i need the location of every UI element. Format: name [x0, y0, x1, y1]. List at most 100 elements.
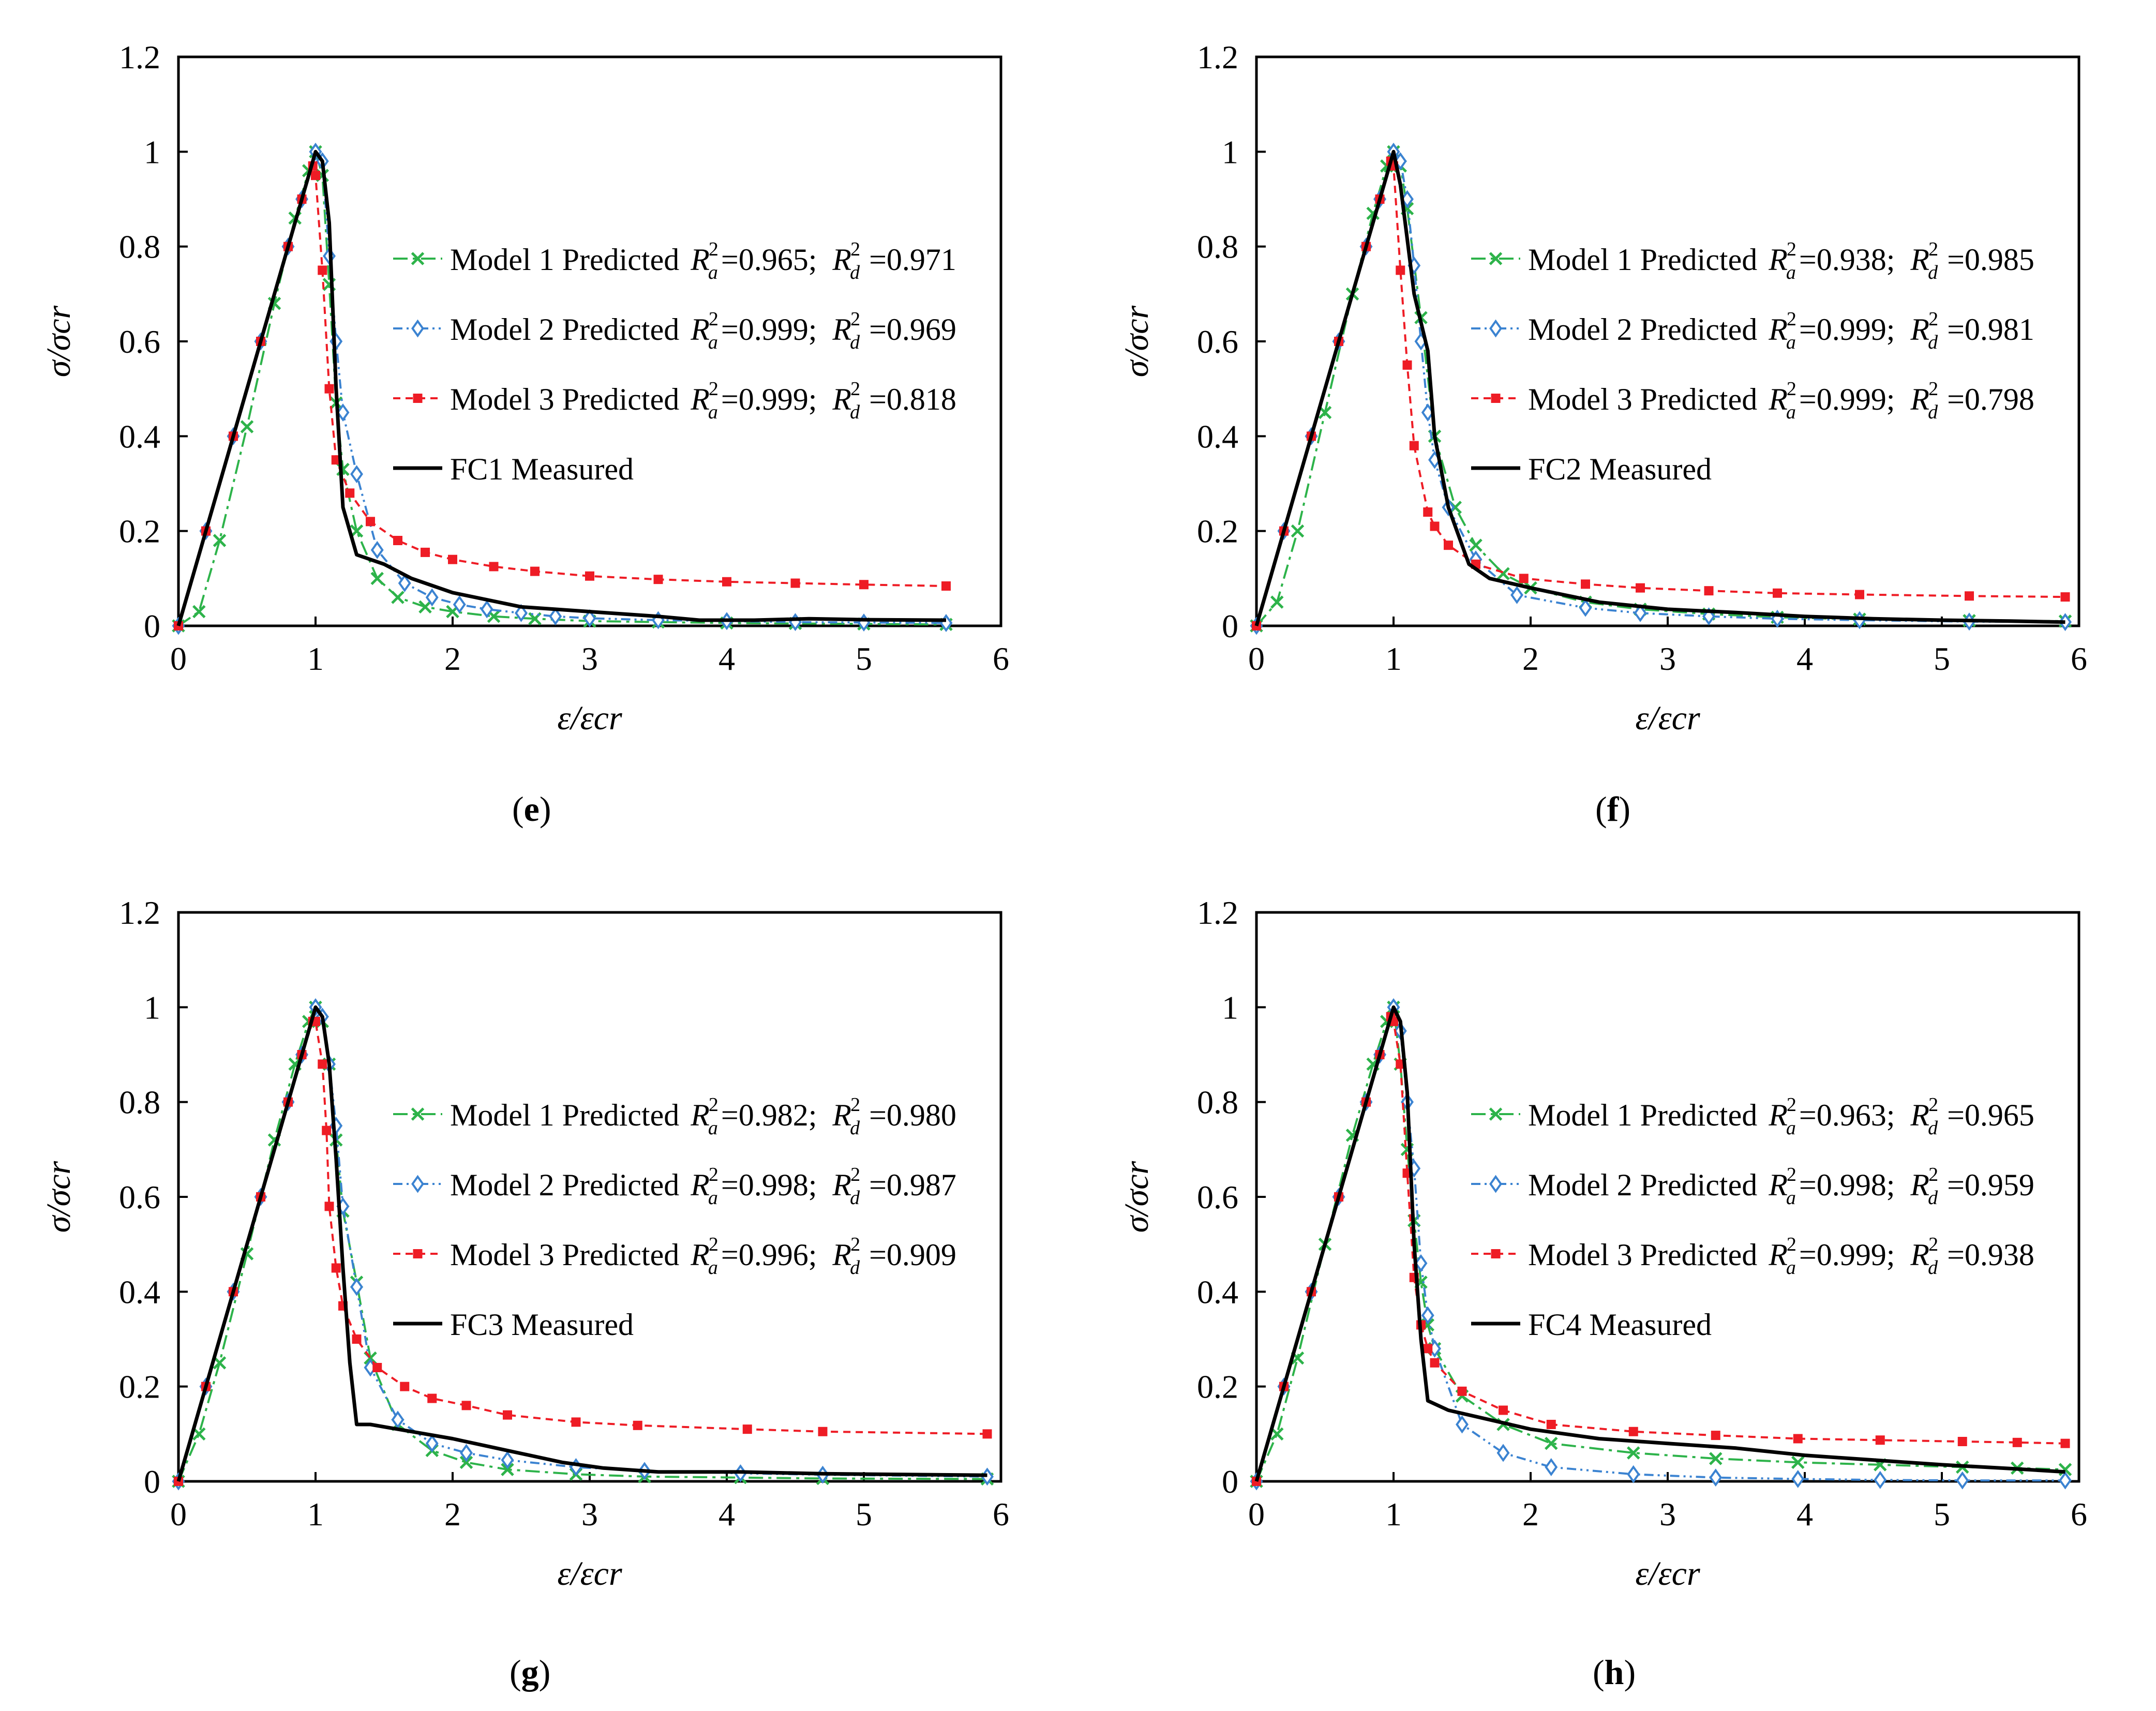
data-point	[398, 574, 411, 592]
y-tick-label: 0.4	[119, 1273, 160, 1310]
data-point	[1510, 586, 1523, 604]
x-tick-label: 5	[856, 640, 872, 677]
marker-stroke	[213, 1356, 227, 1370]
data-point	[318, 1059, 327, 1069]
x-tick-label: 5	[1934, 640, 1950, 677]
x-tick-label: 6	[993, 1496, 1009, 1533]
x-tick-label: 2	[444, 640, 461, 677]
data-point	[1414, 1254, 1428, 1272]
r2-a-value: 0.998	[739, 1168, 808, 1202]
x-tick-label: 6	[2071, 640, 2087, 677]
separator: ;	[1887, 243, 1895, 277]
subscript: a	[708, 1117, 718, 1139]
data-point	[2060, 1438, 2070, 1448]
subscript: d	[1928, 1187, 1938, 1209]
separator: ;	[808, 1098, 817, 1132]
legend-marker	[411, 319, 424, 338]
r2-d-symbol: R	[1910, 312, 1929, 347]
data-point	[982, 1429, 992, 1439]
series-line-measured	[1254, 1005, 2065, 1482]
marker-stroke	[370, 572, 384, 586]
x-tick-label: 1	[1385, 640, 1402, 677]
r2-d-symbol: R	[832, 1168, 851, 1202]
superscript: 2	[709, 1164, 718, 1185]
equals: =	[721, 1238, 739, 1272]
data-point	[322, 1125, 332, 1135]
data-point	[1579, 598, 1592, 617]
marker-stroke	[1489, 1107, 1503, 1121]
r2-a-symbol: R	[1768, 312, 1788, 347]
data-point	[1444, 541, 1453, 550]
data-point	[460, 1444, 473, 1462]
data-point	[240, 420, 254, 433]
r2-a-symbol: R	[1768, 1238, 1788, 1272]
data-point	[1270, 1427, 1284, 1441]
y-tick-label: 0.2	[1197, 1369, 1238, 1405]
r2-d-value: 0.959	[1965, 1168, 2034, 1202]
data-point	[1421, 1306, 1434, 1325]
x-tick-label: 0	[170, 640, 187, 677]
data-point	[1430, 1358, 1440, 1368]
series-measured	[1254, 149, 2065, 626]
equals: =	[1799, 1168, 1817, 1202]
marker-stroke	[391, 591, 405, 604]
data-point	[350, 524, 364, 538]
superscript: 2	[1928, 238, 1938, 260]
legend-label: FC1 Measured	[450, 452, 634, 486]
r2-a-value: 0.982	[739, 1098, 808, 1132]
legend-series-name: Model 2 Predicted	[1528, 1168, 1757, 1202]
marker-stroke	[1544, 1436, 1558, 1450]
y-tick-label: 1	[144, 989, 160, 1026]
data-point	[501, 1451, 514, 1469]
r2-d-symbol: R	[1910, 1168, 1929, 1202]
legend-series-name: Model 3 Predicted	[1528, 382, 1757, 416]
panel-label-f: (f)	[1595, 789, 1630, 829]
y-tick-label: 0.6	[119, 323, 160, 360]
subscript: a	[1786, 1187, 1796, 1209]
separator: ;	[808, 1168, 817, 1202]
legend-label: Model 2 Predicted R2 a =0.998; R2 d =0.987	[450, 1164, 956, 1209]
equals: =	[1947, 382, 1965, 416]
data-point	[1711, 1431, 1720, 1440]
y-tick-label: 1.2	[119, 894, 160, 931]
data-point	[1957, 1437, 1967, 1446]
subscript: a	[1786, 401, 1796, 423]
data-point	[1496, 567, 1510, 580]
marker-stroke	[192, 605, 206, 619]
x-tick-label: 0	[170, 1496, 187, 1533]
legend-label: FC3 Measured	[450, 1308, 634, 1342]
equals: =	[721, 382, 739, 416]
r2-a-value: 0.996	[739, 1238, 808, 1272]
superscript: 2	[709, 1234, 718, 1255]
data-point	[1704, 586, 1714, 596]
legend-marker	[1491, 1249, 1501, 1258]
legend-marker	[411, 1175, 424, 1193]
data-point	[480, 600, 493, 619]
superscript: 2	[850, 1234, 860, 1255]
y-tick-label: 1	[1222, 133, 1238, 170]
legend-series-name: Model 1 Predicted	[1528, 1098, 1757, 1132]
data-point	[459, 1455, 473, 1469]
data-point	[1793, 1434, 1803, 1444]
legend-entry-measured: FC1 Measured	[393, 452, 634, 486]
data-point	[453, 595, 466, 614]
equals: =	[721, 312, 739, 347]
legend-entry-model-2: Model 2 Predicted R2 a =0.998; R2 d =0.987	[393, 1164, 956, 1209]
marker-stroke	[1709, 1452, 1723, 1465]
legend-marker	[413, 394, 423, 403]
legend-entry-model-3: Model 3 Predicted R2 a =0.999; R2 d =0.938	[1471, 1234, 2034, 1279]
r2-d-symbol: R	[832, 1238, 851, 1272]
r2-d-value: 0.798	[1965, 382, 2034, 416]
superscript: 2	[1928, 1164, 1938, 1185]
equals: =	[1799, 243, 1817, 277]
equals: =	[1947, 312, 1965, 347]
data-point	[503, 1410, 512, 1420]
separator: ;	[1887, 1098, 1895, 1132]
legend-series-name: Model 1 Predicted	[450, 243, 679, 277]
x-axis-label: ε/εcr	[557, 1555, 622, 1593]
y-tick-label: 0	[144, 1463, 160, 1500]
data-point	[941, 581, 951, 591]
legend-label: Model 3 Predicted R2 a =0.999; R2 d =0.938	[1528, 1234, 2034, 1279]
superscript: 2	[1787, 378, 1796, 400]
r2-a-symbol: R	[1768, 243, 1788, 277]
